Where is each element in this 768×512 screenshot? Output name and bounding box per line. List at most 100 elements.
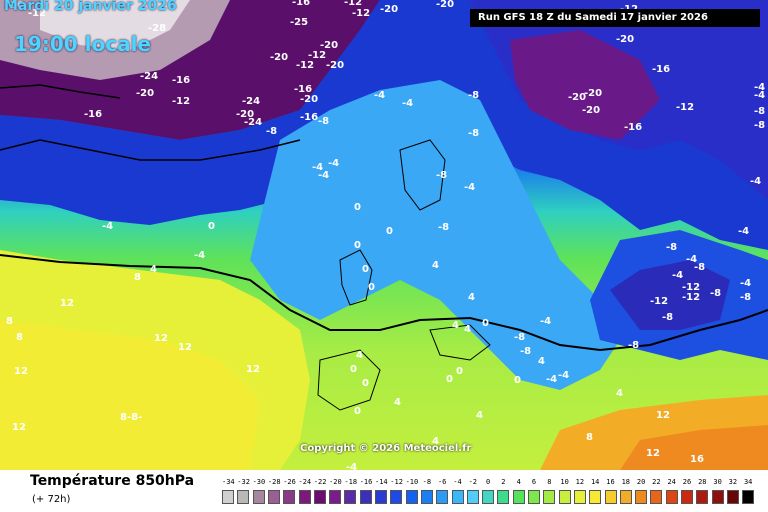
isotherm-label: 0 (350, 364, 357, 375)
isotherm-label: -12 (344, 0, 362, 8)
scale-swatch (665, 490, 678, 504)
isotherm-label: -4 (102, 221, 113, 232)
isotherm-label: 8 (586, 432, 593, 443)
scale-tick-label: -34 (222, 478, 235, 486)
isotherm-label: -4 (546, 374, 557, 385)
scale-swatch (696, 490, 709, 504)
scale-tick-label: 16 (606, 478, 615, 486)
isotherm-label: -4 (754, 90, 765, 101)
scale-tick-label: 0 (485, 478, 491, 486)
isotherm-label: 0 (514, 375, 521, 386)
isotherm-label: -12 (296, 60, 314, 71)
isotherm-label: 16 (690, 454, 704, 465)
isotherm-label: 4 (432, 260, 439, 271)
isotherm-labels: -20-12-28-24 -16-20-12-16-20-12-20-12-20-… (6, 0, 765, 470)
isotherm-label: -4 (672, 270, 683, 281)
isotherm-label: -20 (300, 94, 318, 105)
scale-tick-label: -6 (437, 478, 447, 486)
scale-swatch (573, 490, 586, 504)
warm-core-southwest (0, 320, 260, 470)
isotherm-label: -20 (326, 60, 344, 71)
isotherm-label: 12 (12, 422, 26, 433)
scale-swatch (726, 490, 739, 504)
scale-swatch (420, 490, 433, 504)
scale-tick-label: -26 (283, 478, 296, 486)
isotherm-label: -16 (84, 109, 102, 120)
isotherm-label: -4 (402, 98, 413, 109)
scale-swatch (237, 490, 250, 504)
isotherm-label: -4 (740, 278, 751, 289)
isotherm-label: 4 (616, 388, 623, 399)
isotherm-label: -28 (148, 23, 166, 34)
scale-swatch (681, 490, 693, 504)
scale-tick-label: 20 (636, 478, 646, 486)
isotherm-label: -12 (682, 292, 700, 303)
map-canvas: -20-12-28-24 -16-20-12-16-20-12-20-12-20-… (0, 0, 768, 470)
isotherm-label: -20 (436, 0, 454, 10)
scale-tick-label: 22 (652, 478, 661, 486)
scale-swatch (375, 490, 387, 504)
forecast-step: (+ 72h) (32, 494, 71, 505)
isotherm-label: -4 (194, 250, 205, 261)
isotherm-label: -4 (318, 170, 329, 181)
isotherm-minus8 (0, 139, 301, 161)
scale-swatch (742, 490, 755, 504)
scale-swatch (313, 490, 326, 504)
isotherm-label: 4 (394, 397, 401, 408)
isotherm-label: -8 (666, 242, 677, 253)
isotherm-label: -8 (318, 116, 329, 127)
isotherm-label: -8 (628, 340, 639, 351)
isotherm-label: 0 (446, 374, 453, 385)
isotherm-label: 0 (482, 318, 489, 329)
isotherm-label: -4 (464, 182, 475, 193)
scale-swatch (451, 490, 464, 504)
isotherm-label: -12 (172, 96, 190, 107)
scale-swatch (252, 490, 265, 504)
isotherm-label: -24 (242, 96, 260, 107)
scale-tick-label: 26 (682, 478, 692, 486)
scale-tick-label: -28 (267, 478, 281, 486)
isotherm-label: -4 (754, 82, 765, 93)
scale-tick-label: 14 (590, 478, 600, 486)
isotherm-label: -20 (270, 52, 288, 63)
isotherm-label: 0 (354, 202, 361, 213)
isotherm-label: 4 (150, 264, 157, 275)
scale-tick-label: -8 (422, 478, 432, 486)
scale-swatch (329, 490, 342, 504)
scale-swatch (283, 490, 296, 504)
isotherm-minus16 (0, 84, 121, 99)
isotherm-label: -20 (616, 34, 634, 45)
scale-swatch (604, 490, 617, 504)
scale-tick-label: -4 (453, 478, 462, 486)
scale-swatch (466, 490, 479, 504)
isotherm-label: 4 (476, 410, 483, 421)
isotherm-label: -20 (136, 88, 154, 99)
coast-scandinavia (399, 139, 446, 211)
isotherm-label: 0 (368, 282, 375, 293)
scale-swatch (482, 490, 495, 504)
scale-swatch (344, 490, 357, 504)
scale-swatch (589, 490, 602, 504)
isotherm-label: 0 (362, 264, 369, 275)
isotherm-label: -4 (686, 254, 697, 265)
scale-swatch (359, 490, 372, 504)
scale-tick-label: 18 (621, 478, 631, 486)
isotherm-label: 0 (386, 226, 393, 237)
isotherm-label: -8 (754, 120, 765, 131)
isotherm-label: -12 (28, 8, 46, 19)
copyright: Copyright © 2026 Meteociel.fr (300, 443, 472, 454)
isotherm-label: 8 (16, 332, 23, 343)
isotherm-label: -16 (300, 112, 318, 123)
scale-swatch (558, 490, 571, 504)
isotherm-label: 4 (468, 292, 475, 303)
isotherm-label: -16 (172, 75, 190, 86)
isotherm-label: -8 (266, 126, 277, 137)
isotherm-label: -12 (682, 282, 700, 293)
scale-tick-label: 34 (743, 478, 753, 486)
isotherm-label: 12 (246, 364, 260, 375)
scale-swatch (405, 490, 418, 504)
scale-tick-label: -12 (390, 478, 403, 486)
isotherm-label: -12 (352, 8, 370, 19)
isotherm-label: -20 (582, 105, 600, 116)
isotherm-label: 12 (60, 298, 74, 309)
